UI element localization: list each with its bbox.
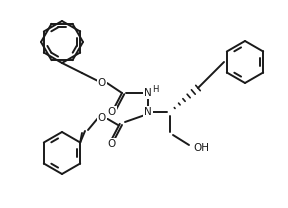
Text: N: N <box>144 107 152 117</box>
Text: O: O <box>108 107 116 117</box>
Text: H: H <box>152 84 158 94</box>
Text: N: N <box>144 88 152 98</box>
Text: O: O <box>108 139 116 149</box>
Text: O: O <box>98 113 106 123</box>
Text: O: O <box>98 78 106 88</box>
Text: OH: OH <box>193 143 209 153</box>
